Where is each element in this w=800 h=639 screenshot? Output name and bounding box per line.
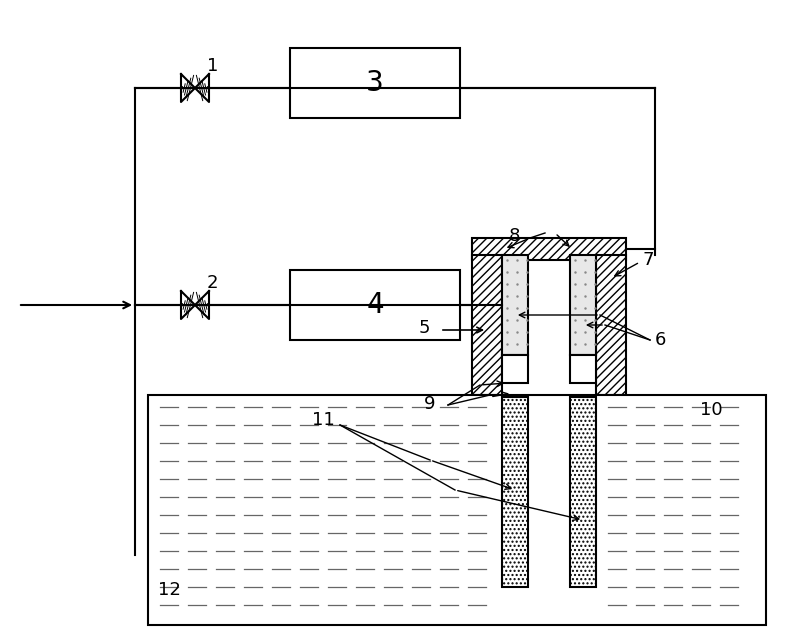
Text: 11: 11 bbox=[312, 411, 335, 429]
Bar bbox=[290, 48, 460, 118]
Bar bbox=[502, 397, 528, 587]
Text: 12: 12 bbox=[158, 581, 181, 599]
Text: 1: 1 bbox=[207, 57, 218, 75]
Bar bbox=[502, 255, 528, 355]
Bar bbox=[502, 355, 528, 383]
Bar bbox=[570, 355, 596, 383]
Bar bbox=[472, 255, 502, 395]
Text: 2: 2 bbox=[207, 274, 218, 292]
Text: 9: 9 bbox=[423, 395, 435, 413]
Bar bbox=[570, 397, 596, 587]
Text: 3: 3 bbox=[366, 69, 384, 97]
Bar bbox=[596, 255, 626, 395]
Bar bbox=[148, 395, 766, 625]
Text: 8: 8 bbox=[509, 227, 520, 245]
Text: 5: 5 bbox=[418, 319, 430, 337]
Bar bbox=[290, 270, 460, 340]
Text: 7: 7 bbox=[643, 251, 654, 269]
Text: 10: 10 bbox=[700, 401, 722, 419]
Text: 4: 4 bbox=[366, 291, 384, 319]
Text: 6: 6 bbox=[655, 331, 666, 349]
Bar bbox=[472, 238, 626, 260]
Bar bbox=[570, 255, 596, 355]
